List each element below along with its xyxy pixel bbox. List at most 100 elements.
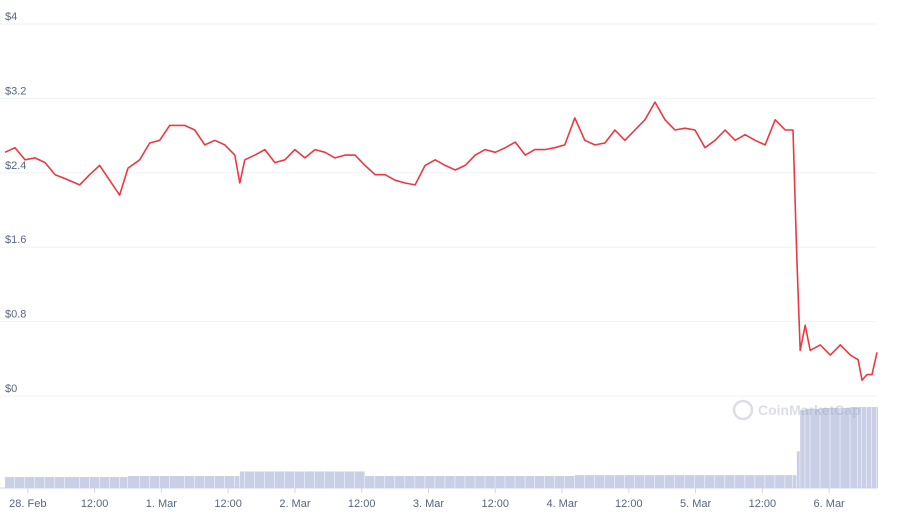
volume-bar — [149, 476, 160, 488]
volume-bar — [674, 475, 685, 488]
price-line — [4, 101, 878, 381]
volume-bar — [624, 475, 635, 488]
x-tick-label: 1. Mar — [146, 498, 178, 510]
y-tick-label: $3.2 — [5, 85, 26, 97]
volume-bar — [820, 407, 830, 488]
volume-bar — [544, 476, 555, 488]
volume-bar — [304, 471, 315, 488]
volume-bar — [840, 407, 850, 488]
volume-bar — [465, 476, 475, 488]
volume-bar — [877, 407, 878, 488]
volume-bar — [55, 476, 65, 488]
volume-bar — [415, 476, 425, 488]
volume-bar — [805, 408, 810, 488]
volume-bar — [455, 476, 465, 488]
volume-bar — [159, 476, 170, 488]
volume-bar — [324, 471, 335, 488]
volume-bar — [139, 476, 150, 488]
x-tick-label: 12:00 — [749, 498, 777, 510]
x-tick-label: 5. Mar — [680, 498, 712, 510]
volume-bar — [574, 475, 585, 488]
volume-bar — [375, 476, 385, 488]
volume-bar — [264, 471, 275, 488]
volume-bar — [796, 451, 800, 488]
volume-bar — [244, 471, 255, 488]
volume-bar — [800, 409, 805, 488]
volume-bar — [395, 476, 405, 488]
volume-bar — [345, 471, 355, 488]
volume-bar — [284, 471, 295, 488]
x-tick-label: 12:00 — [481, 498, 509, 510]
volume-bar — [239, 471, 245, 488]
volume-bar — [45, 476, 55, 488]
volume-bar — [785, 475, 793, 488]
volume-bar — [644, 475, 655, 488]
volume-bar — [830, 407, 840, 488]
y-tick-label: $1.6 — [5, 234, 26, 246]
volume-bar — [810, 408, 820, 488]
volume-bar — [745, 475, 755, 488]
volume-bar — [127, 476, 140, 488]
volume-bar — [495, 476, 505, 488]
volume-bar — [858, 407, 862, 488]
volume-bar — [355, 471, 365, 488]
volume-bar — [334, 471, 345, 488]
volume-bar — [274, 471, 285, 488]
volume-bar — [109, 476, 120, 488]
volume-bar — [534, 476, 545, 488]
volume-bar — [654, 475, 665, 488]
volume-bar — [25, 476, 35, 488]
x-tick-label: 12:00 — [214, 498, 242, 510]
volume-bar — [705, 475, 715, 488]
x-tick-label: 3. Mar — [413, 498, 445, 510]
volume-bar — [224, 476, 235, 488]
volume-bar — [184, 476, 195, 488]
volume-bar — [505, 476, 515, 488]
x-tick-label: 2. Mar — [279, 498, 311, 510]
volume-bar — [119, 476, 128, 488]
volume-bar — [294, 471, 305, 488]
volume-bar — [735, 475, 745, 488]
volume-bar — [850, 407, 858, 488]
volume-bar — [685, 475, 695, 488]
volume-bar — [385, 476, 395, 488]
volume-bar — [792, 475, 797, 488]
volume-bar — [204, 476, 215, 488]
volume-bar — [664, 475, 675, 488]
watermark-icon — [732, 399, 754, 421]
y-tick-label: $0 — [5, 383, 17, 395]
volume-bar — [405, 476, 415, 488]
volume-bar — [594, 475, 605, 488]
volume-bar — [765, 475, 775, 488]
volume-bar — [314, 471, 325, 488]
volume-bar — [871, 407, 877, 488]
volume-bar — [695, 475, 705, 488]
volume-bar — [861, 407, 867, 488]
volume-bar — [634, 475, 645, 488]
volume-bar — [475, 476, 485, 488]
volume-bar — [425, 476, 435, 488]
volume-bar — [35, 476, 45, 488]
x-tick-label: 12:00 — [81, 498, 109, 510]
volume-bar — [5, 476, 15, 488]
volume-bar — [755, 475, 765, 488]
volume-bar — [79, 476, 90, 488]
volume-bar — [715, 475, 725, 488]
volume-bar — [365, 476, 375, 488]
volume-bar — [564, 476, 575, 488]
volume-bar — [254, 471, 265, 488]
x-tick-label: 6. Mar — [814, 498, 846, 510]
volume-bar — [515, 476, 525, 488]
volume-bar — [725, 475, 735, 488]
volume-bar — [614, 475, 625, 488]
volume-bar — [485, 476, 495, 488]
y-tick-label: $2.4 — [5, 160, 26, 172]
volume-bar — [15, 476, 25, 488]
volume-bar — [214, 476, 225, 488]
volume-bar — [89, 476, 100, 488]
volume-bar — [169, 476, 185, 488]
x-tick-label: 12:00 — [348, 498, 376, 510]
watermark: CoinMarketCap — [732, 399, 861, 421]
volume-bar — [99, 476, 110, 488]
